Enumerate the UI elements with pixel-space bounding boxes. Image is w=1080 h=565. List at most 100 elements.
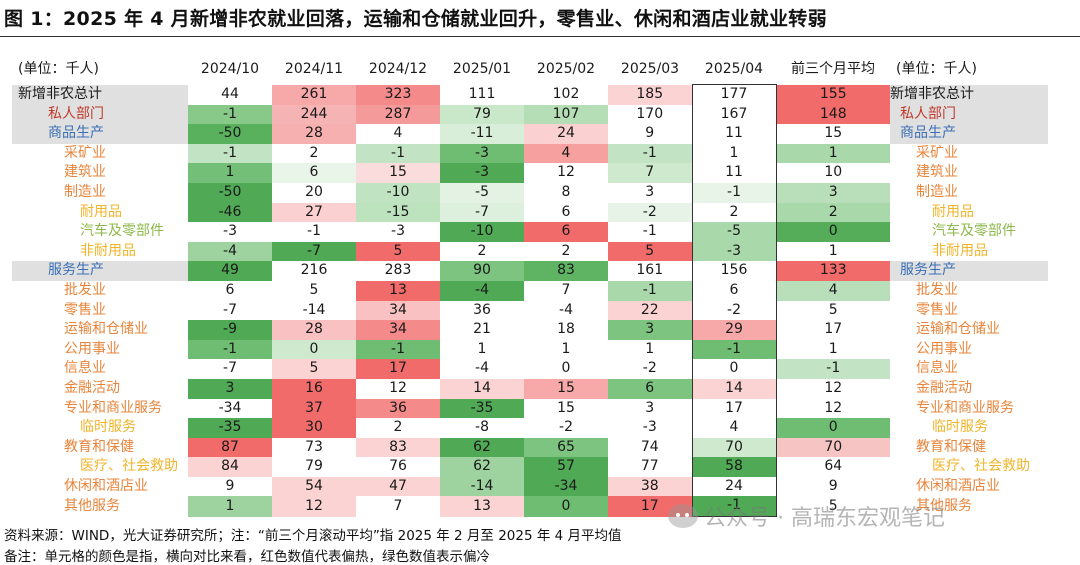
table-cell: -7 bbox=[440, 202, 524, 223]
table-cell: 1 bbox=[440, 339, 524, 360]
table-row: 运输和仓储业 -9 28 34 21 18 3 29 17 运输和仓储业 bbox=[12, 320, 1048, 340]
table-cell: -3 bbox=[188, 222, 272, 242]
table-cell: 21 bbox=[440, 320, 524, 340]
table-cell: -1 bbox=[608, 222, 692, 242]
row-label-right: 专业和商业服务 bbox=[916, 399, 1014, 416]
table-row: 批发业 6 5 13 -4 7 -1 6 4 批发业 bbox=[12, 280, 1048, 301]
table-cell: 29 bbox=[691, 320, 777, 340]
table-cell: 79 bbox=[272, 457, 356, 477]
table-row: 医疗、社会救助 84 79 76 62 57 77 58 64 医疗、社会救助 bbox=[12, 457, 1048, 477]
table-row: 公用事业 -1 0 -1 1 1 1 -1 1 公用事业 bbox=[12, 339, 1048, 360]
table-cell: 0 bbox=[524, 496, 608, 517]
table-cell: 7 bbox=[356, 496, 440, 517]
table-row: 新增非农总计 44 261 323 111 102 185 177 155 新增非农总计 bbox=[12, 83, 1048, 105]
table-cell: 3 bbox=[776, 182, 890, 203]
table-cell: -4 bbox=[440, 359, 524, 379]
table-cell: 161 bbox=[608, 261, 692, 281]
table-cell: -10 bbox=[356, 182, 440, 203]
table-cell: 17 bbox=[608, 496, 692, 517]
table-cell: 22 bbox=[608, 300, 692, 321]
table-row: 建筑业 1 6 15 -3 12 7 11 10 建筑业 bbox=[12, 163, 1048, 183]
table-cell: 17 bbox=[356, 359, 440, 379]
table-cell: -4 bbox=[188, 241, 272, 262]
table-cell: 83 bbox=[524, 261, 608, 281]
table-cell: 177 bbox=[691, 83, 777, 105]
table-cell: 30 bbox=[272, 418, 356, 438]
table-cell: -1 bbox=[188, 104, 272, 125]
row-label-right: 制造业 bbox=[916, 183, 958, 200]
table-cell: 44 bbox=[188, 84, 272, 105]
table-cell: -2 bbox=[524, 418, 608, 438]
column-header: 2024/10 bbox=[200, 61, 260, 78]
table-cell: -2 bbox=[608, 202, 692, 223]
table-cell: 16 bbox=[272, 378, 356, 399]
table-cell: 1 bbox=[608, 339, 692, 360]
table-cell: 323 bbox=[356, 84, 440, 105]
table-cell: 6 bbox=[188, 280, 272, 301]
table-cell: 4 bbox=[356, 124, 440, 144]
table-cell: 5 bbox=[776, 300, 890, 321]
table-cell: 77 bbox=[608, 457, 692, 477]
table-row: 服务生产 49 216 283 90 83 161 156 133 服务生产 bbox=[12, 261, 1048, 281]
row-label-right: 商品生产 bbox=[890, 124, 1048, 144]
table-cell: 14 bbox=[691, 378, 777, 399]
row-label-right: 教育和保健 bbox=[916, 438, 986, 455]
table-cell: 17 bbox=[776, 320, 890, 340]
table-cell: 24 bbox=[691, 476, 777, 497]
table-cell: 1 bbox=[776, 339, 890, 360]
table-cell: 170 bbox=[608, 104, 692, 125]
table-cell: -5 bbox=[440, 182, 524, 203]
table-cell: -35 bbox=[188, 418, 272, 438]
table-cell: 9 bbox=[188, 476, 272, 497]
table-cell: 6 bbox=[608, 378, 692, 399]
table-cell: 1 bbox=[776, 143, 890, 164]
table-cell: 6 bbox=[691, 280, 777, 301]
table-cell: -1 bbox=[188, 339, 272, 360]
table-cell: 15 bbox=[776, 124, 890, 144]
table-cell: 12 bbox=[776, 398, 890, 419]
table-cell: 12 bbox=[776, 378, 890, 399]
table-cell: -3 bbox=[440, 143, 524, 164]
table-cell: 13 bbox=[356, 280, 440, 301]
row-label: 运输和仓储业 bbox=[64, 321, 148, 338]
table-cell: 216 bbox=[272, 261, 356, 281]
table-cell: 6 bbox=[524, 222, 608, 242]
column-header: 前三个月平均 bbox=[791, 61, 875, 78]
header-row: (单位：千人) 2024/10 2024/11 2024/12 2025/01 … bbox=[12, 54, 1048, 85]
table-cell: 24 bbox=[524, 124, 608, 144]
table-cell: 5 bbox=[776, 496, 890, 517]
row-label: 非耐用品 bbox=[80, 242, 136, 259]
source-note: 资料来源：WIND，光大证券研究所；注：“前三个月滚动平均”指 2025 年 2… bbox=[4, 528, 622, 544]
table-row: 商品生产 -50 28 4 -11 24 9 11 15 商品生产 bbox=[12, 124, 1048, 144]
table-cell: 15 bbox=[524, 398, 608, 419]
row-label-right: 新增非农总计 bbox=[890, 84, 1048, 105]
row-label: 临时服务 bbox=[80, 419, 136, 436]
table-row: 信息业 -7 5 17 -4 0 -2 0 -1 信息业 bbox=[12, 359, 1048, 379]
table-cell: -11 bbox=[440, 124, 524, 144]
row-label: 专业和商业服务 bbox=[64, 399, 162, 416]
table-cell: 49 bbox=[188, 261, 272, 281]
row-label: 其他服务 bbox=[64, 497, 120, 514]
table-cell: 1 bbox=[188, 496, 272, 517]
table-cell: 4 bbox=[524, 143, 608, 164]
row-label: 医疗、社会救助 bbox=[80, 458, 178, 475]
table-cell: 107 bbox=[524, 104, 608, 125]
column-header: 2024/12 bbox=[368, 61, 428, 78]
table-cell: 0 bbox=[691, 359, 777, 379]
table-cell: 28 bbox=[272, 124, 356, 144]
watermark-text: 公众号 · 高瑞东宏观笔记 bbox=[704, 506, 945, 531]
table-cell: -1 bbox=[188, 143, 272, 164]
unit-label-right: (单位：千人) bbox=[896, 61, 977, 78]
row-label: 采矿业 bbox=[64, 144, 106, 161]
table-cell: 62 bbox=[440, 457, 524, 477]
table-cell: 7 bbox=[608, 163, 692, 183]
table-cell: 84 bbox=[188, 457, 272, 477]
column-header: 2025/01 bbox=[452, 61, 512, 78]
table-cell: 5 bbox=[356, 241, 440, 262]
table-cell: 58 bbox=[691, 457, 777, 477]
row-label: 信息业 bbox=[64, 360, 106, 377]
table-cell: 111 bbox=[440, 84, 524, 105]
row-label-right: 私人部门 bbox=[890, 104, 1048, 125]
table-cell: 1 bbox=[524, 339, 608, 360]
table-cell: 287 bbox=[356, 104, 440, 125]
